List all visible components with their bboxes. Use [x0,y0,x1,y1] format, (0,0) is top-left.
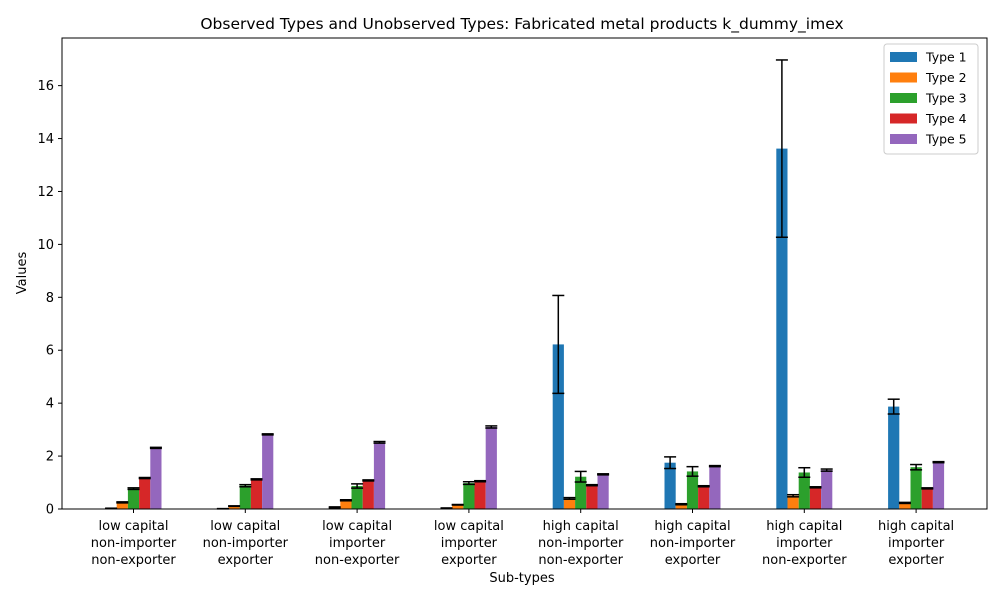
plot-frame [61,37,988,510]
x-tick-label: high capital [878,519,954,534]
bar [340,500,352,509]
y-tick-label: 4 [46,397,54,412]
bar [798,472,810,509]
bar [373,442,386,509]
x-tick-label: non-exporter [538,553,623,568]
x-tick-label: low capital [434,519,504,534]
x-tick-label: importer [776,536,833,551]
bar [932,462,945,509]
bar [362,480,374,509]
bar [821,470,833,509]
y-axis-title: Values [15,252,30,295]
y-tick-label: 2 [46,450,54,465]
bar [228,506,240,509]
bar [239,485,251,509]
bar [262,434,274,509]
bar [150,447,162,509]
x-tick-label: non-importer [650,536,736,551]
x-tick-label: low capital [322,519,392,534]
x-tick-label: exporter [665,553,721,568]
x-tick-label: importer [329,536,386,551]
legend-label: Type 1 [925,50,967,65]
x-tick-label: non-importer [203,536,289,551]
legend-swatch [890,113,917,124]
x-tick-label: exporter [888,553,944,568]
bar [809,487,822,509]
legend-swatch [890,72,917,83]
bar [139,478,151,509]
legend: Type 1 Type 2 Type 3 Type 4 Type 5 [883,43,979,155]
bar [921,488,933,509]
legend-swatch [890,93,917,103]
bar [250,479,263,509]
bar [888,406,900,509]
legend-swatch [890,52,917,62]
x-tick-label: non-importer [91,536,177,551]
legend-box [883,43,979,155]
bar [485,426,497,509]
x-tick-label: low capital [99,519,169,534]
bar [787,495,799,509]
legend-label: Type 5 [925,132,967,147]
x-tick-label: non-importer [538,536,624,551]
legend-label: Type 4 [925,111,967,126]
x-tick-label: importer [888,536,945,551]
bar [452,504,464,509]
bar [586,485,598,509]
bar [675,504,687,509]
x-tick-label: high capital [543,519,619,534]
error-bars-layer [105,59,945,510]
bar [709,466,721,509]
bar [127,488,140,509]
x-tick-label: importer [441,536,498,551]
y-tick-label: 6 [46,344,54,359]
y-tick-label: 16 [37,79,54,94]
x-tick-label: high capital [654,519,730,534]
legend-label: Type 2 [925,70,967,85]
x-tick-label: exporter [218,553,274,568]
chart-title: Observed Types and Unobserved Types: Fab… [200,15,843,34]
y-tick-label: 8 [46,291,54,306]
x-tick-label: non-exporter [315,553,400,568]
x-tick-label: non-exporter [762,553,847,568]
bar [474,481,486,509]
bar [776,148,788,509]
bar [575,476,587,509]
bar [899,502,911,509]
x-tick-label: high capital [766,519,842,534]
bar [116,502,128,509]
x-axis-title: Sub-types [489,571,554,586]
bar [563,498,576,509]
bar [351,485,363,509]
bar [910,467,922,509]
y-tick-label: 0 [46,503,54,518]
bar [552,344,564,509]
y-tick-label: 10 [37,238,54,253]
bar [664,462,676,509]
axes-layer: 0 2 4 6 8 10 12 14 16 low capital non-importer non-… [37,37,988,568]
bar [698,486,710,509]
legend-swatch [890,134,917,144]
bar [463,483,475,509]
bar [686,471,699,509]
bar [597,474,609,509]
legend-label: Type 3 [925,91,967,106]
x-tick-label: exporter [441,553,497,568]
x-tick-label: low capital [210,519,280,534]
y-tick-label: 14 [37,132,54,147]
x-tick-label: non-exporter [91,553,176,568]
bars-layer [105,148,945,509]
y-tick-label: 12 [37,185,54,200]
